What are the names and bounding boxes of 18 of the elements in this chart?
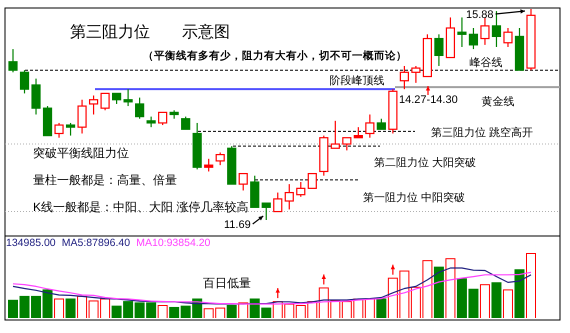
annotation: 14.27-14.30: [399, 94, 458, 106]
text: （平衡线有多有少，阻力有大有小，切不可一概而论）: [143, 49, 407, 62]
ref-line-label: 阶段峰顶线: [330, 74, 384, 87]
text: MA5:87896.40: [62, 237, 130, 249]
ref-line-label: 第二阻力位 大阳突破: [374, 156, 476, 169]
text: MA10:93854.20: [136, 237, 211, 249]
annotation: 百日低量: [203, 276, 251, 290]
annotation: K线一般都是：中阳、大阳 涨停几率较高: [33, 200, 248, 214]
ref-line-label: 黄金线: [482, 95, 514, 108]
annotation: 突破平衡线阻力位: [33, 146, 129, 160]
ref-line-label: 峰谷线: [470, 56, 502, 69]
ref-line-label: 第三阻力位 跳空高开: [430, 126, 534, 139]
ref-line-label: 第一阻力位 中阳突破: [362, 191, 466, 204]
text: 134985.00: [6, 237, 56, 249]
text: 第三阻力位 示意图: [70, 23, 230, 41]
annotation: 量柱一般都是：高量、倍量: [33, 173, 177, 187]
annotation: 11.69: [224, 219, 251, 231]
annotation: 15.88: [466, 9, 494, 21]
